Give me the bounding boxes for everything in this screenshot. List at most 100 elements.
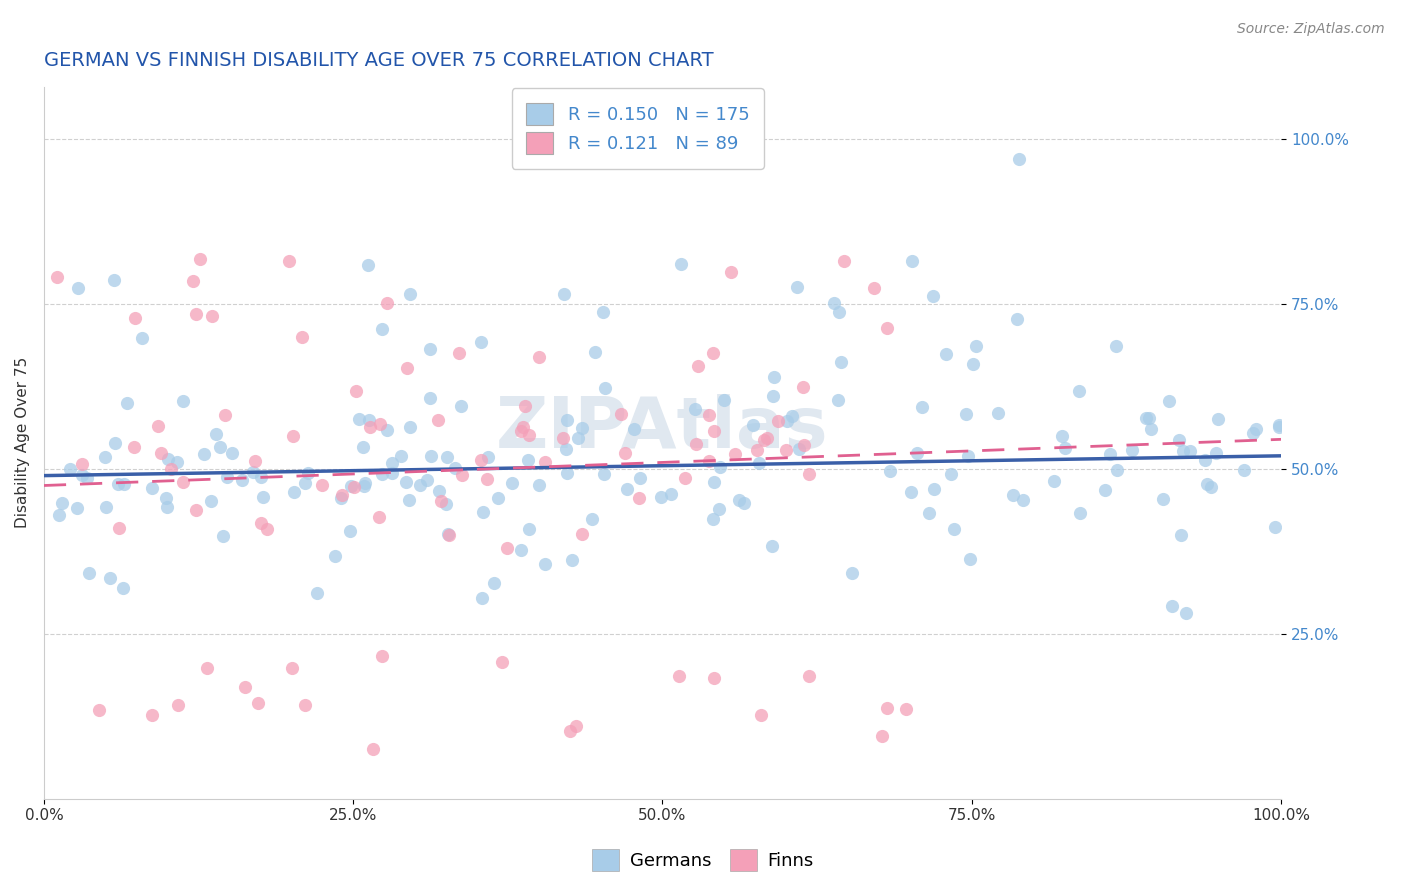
Legend: R = 0.150   N = 175, R = 0.121   N = 89: R = 0.150 N = 175, R = 0.121 N = 89	[512, 88, 763, 169]
Point	[201, 309, 224, 323]
Point	[720, 265, 742, 279]
Point	[733, 496, 755, 510]
Y-axis label: Disability Age Over 75: Disability Age Over 75	[15, 357, 30, 528]
Point	[77, 566, 100, 581]
Point	[437, 528, 460, 542]
Point	[918, 506, 941, 520]
Point	[1268, 420, 1291, 434]
Point	[922, 289, 945, 303]
Point	[399, 419, 422, 434]
Point	[419, 391, 441, 405]
Point	[1167, 434, 1189, 448]
Point	[943, 523, 966, 537]
Point	[112, 476, 135, 491]
Point	[1244, 422, 1267, 436]
Point	[104, 436, 127, 450]
Point	[1233, 463, 1256, 477]
Point	[475, 472, 498, 486]
Point	[775, 443, 797, 458]
Point	[297, 467, 319, 481]
Point	[1205, 446, 1227, 460]
Point	[571, 527, 593, 541]
Point	[311, 478, 333, 492]
Point	[330, 491, 353, 506]
Point	[59, 462, 82, 476]
Point	[215, 470, 238, 484]
Point	[67, 281, 90, 295]
Point	[962, 357, 984, 371]
Point	[683, 401, 706, 416]
Point	[398, 493, 420, 508]
Point	[1175, 606, 1198, 620]
Point	[399, 287, 422, 301]
Point	[1139, 411, 1161, 425]
Point	[1268, 417, 1291, 432]
Point	[124, 310, 146, 325]
Point	[668, 668, 690, 682]
Point	[89, 703, 111, 717]
Point	[610, 407, 633, 421]
Point	[419, 342, 441, 356]
Point	[517, 428, 540, 442]
Point	[776, 414, 799, 428]
Point	[357, 413, 380, 427]
Point	[558, 723, 581, 738]
Point	[797, 467, 820, 481]
Point	[1012, 493, 1035, 508]
Point	[188, 252, 211, 266]
Point	[209, 440, 232, 454]
Point	[685, 437, 707, 451]
Point	[160, 462, 183, 476]
Point	[789, 442, 811, 457]
Point	[491, 655, 513, 669]
Point	[709, 460, 731, 475]
Point	[368, 510, 391, 524]
Point	[283, 485, 305, 500]
Point	[1178, 443, 1201, 458]
Point	[354, 475, 377, 490]
Point	[501, 476, 523, 491]
Point	[200, 494, 222, 508]
Point	[517, 523, 540, 537]
Point	[613, 446, 636, 460]
Point	[1001, 488, 1024, 502]
Point	[419, 449, 441, 463]
Point	[233, 680, 256, 694]
Point	[470, 335, 492, 350]
Point	[780, 409, 803, 423]
Point	[252, 490, 274, 504]
Point	[876, 320, 898, 334]
Point	[352, 440, 374, 454]
Point	[98, 571, 121, 585]
Text: ZIPAtlas: ZIPAtlas	[496, 394, 828, 463]
Point	[659, 487, 682, 501]
Point	[368, 417, 391, 431]
Point	[340, 479, 363, 493]
Point	[427, 483, 450, 498]
Point	[1107, 463, 1129, 477]
Point	[1157, 394, 1180, 409]
Point	[673, 471, 696, 485]
Point	[1206, 412, 1229, 426]
Point	[1171, 444, 1194, 458]
Point	[375, 423, 398, 437]
Point	[841, 566, 863, 580]
Point	[294, 698, 316, 712]
Point	[793, 438, 815, 452]
Point	[748, 456, 770, 470]
Point	[343, 480, 366, 494]
Point	[513, 399, 536, 413]
Point	[470, 452, 492, 467]
Point	[766, 414, 789, 428]
Point	[381, 466, 404, 480]
Point	[371, 321, 394, 335]
Point	[1043, 475, 1066, 489]
Point	[371, 648, 394, 663]
Point	[896, 702, 918, 716]
Point	[911, 400, 934, 414]
Point	[702, 512, 724, 526]
Point	[141, 481, 163, 495]
Point	[792, 380, 814, 394]
Point	[756, 431, 779, 445]
Point	[688, 359, 710, 374]
